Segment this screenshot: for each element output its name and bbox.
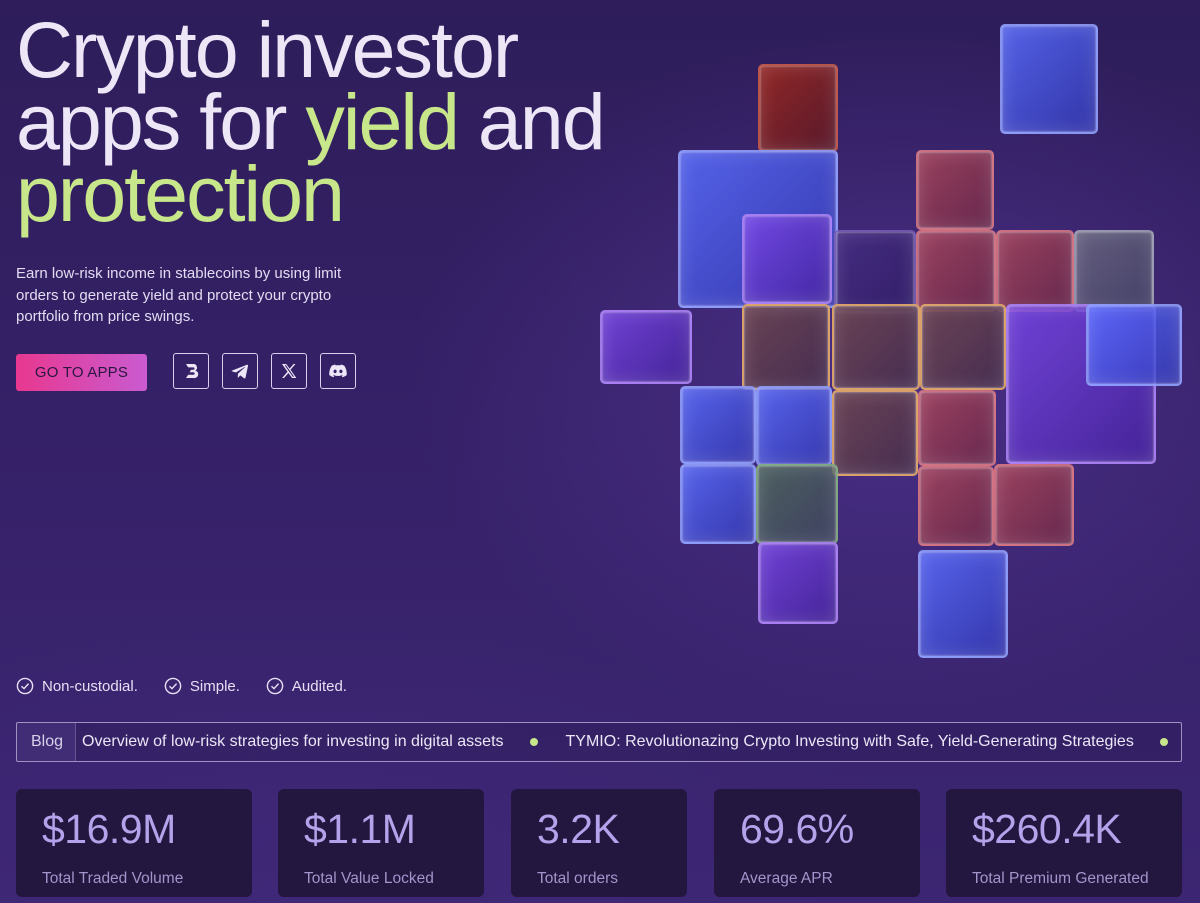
- separator-dot: [1159, 738, 1168, 746]
- b-logo-link[interactable]: [173, 353, 209, 389]
- feature-list: Non-custodial. Simple. Audited.: [16, 677, 347, 695]
- stat-card: $260.4K Total Premium Generated: [946, 789, 1182, 897]
- cube: [756, 464, 838, 544]
- stat-label: Total Traded Volume: [42, 870, 184, 887]
- telegram-icon: [231, 364, 249, 379]
- feature-label: Non-custodial.: [42, 677, 138, 695]
- cube: [832, 390, 918, 476]
- ticker-track: Overview of low-risk strategies for inve…: [76, 733, 1181, 751]
- stat-label: Average APR: [740, 870, 833, 887]
- cube: [758, 542, 838, 624]
- stat-value: $260.4K: [972, 806, 1122, 852]
- stat-card: $16.9M Total Traded Volume: [16, 789, 252, 897]
- telegram-link[interactable]: [222, 353, 258, 389]
- discord-link[interactable]: [320, 353, 356, 389]
- go-to-apps-button[interactable]: GO TO APPS: [16, 354, 147, 391]
- stat-label: Total orders: [537, 870, 618, 887]
- feature-label: Simple.: [189, 677, 240, 695]
- ticker-link[interactable]: Overview of low-risk strategies for inve…: [82, 733, 504, 750]
- hero-title-line2a: apps for: [16, 77, 306, 166]
- cube: [756, 386, 832, 466]
- cube-illustration: [596, 20, 1186, 665]
- stat-value: 3.2K: [537, 806, 620, 852]
- cube: [918, 390, 996, 466]
- feature-item: Simple.: [164, 677, 240, 695]
- cube: [994, 464, 1074, 546]
- cube: [1086, 304, 1182, 386]
- hero-title-accent-yield: yield: [305, 77, 459, 166]
- cube: [680, 464, 756, 544]
- feature-label: Audited.: [291, 677, 347, 695]
- ticker-link[interactable]: TYMIO: Revolutionazing Crypto Investing …: [565, 733, 1134, 750]
- cube: [916, 230, 996, 312]
- cube: [916, 150, 994, 230]
- hero-title-line1: Crypto investor: [16, 5, 519, 94]
- check-circle-icon: [16, 677, 34, 695]
- hero-subtitle: Earn low-risk income in stablecoins by u…: [16, 265, 342, 325]
- stat-card: 69.6% Average APR: [714, 789, 920, 897]
- stat-value: 69.6%: [740, 806, 854, 852]
- stat-card: 3.2K Total orders: [511, 789, 687, 897]
- b-logo-icon: [186, 364, 199, 379]
- x-icon: [282, 364, 297, 378]
- cube: [1000, 24, 1098, 134]
- cube: [832, 304, 920, 390]
- stat-label: Total Value Locked: [304, 870, 434, 887]
- cube: [918, 466, 994, 546]
- cube: [742, 214, 832, 304]
- separator-dot: [529, 738, 538, 746]
- stat-value: $16.9M: [42, 806, 176, 852]
- cube: [918, 550, 1008, 658]
- x-link[interactable]: [271, 353, 307, 389]
- check-circle-icon: [266, 677, 284, 695]
- cube: [1074, 230, 1154, 312]
- stat-label: Total Premium Generated: [972, 870, 1149, 887]
- cube: [758, 64, 838, 152]
- cube: [996, 230, 1074, 312]
- stat-card: $1.1M Total Value Locked: [278, 789, 484, 897]
- social-links: [173, 353, 356, 389]
- cube: [742, 304, 830, 390]
- check-circle-icon: [164, 677, 182, 695]
- cube: [680, 386, 756, 464]
- hero-title-accent-protection: protection: [16, 149, 345, 238]
- cube: [834, 230, 916, 314]
- hero-title-line2b: and: [457, 77, 606, 166]
- cube: [920, 304, 1006, 390]
- feature-item: Audited.: [266, 677, 347, 695]
- stat-value: $1.1M: [304, 806, 416, 852]
- blog-ticker: Blog Overview of low-risk strategies for…: [16, 722, 1182, 762]
- hero-title: Crypto investor apps for yield and prote…: [16, 10, 606, 233]
- cube: [600, 310, 692, 384]
- feature-item: Non-custodial.: [16, 677, 138, 695]
- blog-tag[interactable]: Blog: [17, 723, 77, 761]
- discord-icon: [329, 364, 347, 378]
